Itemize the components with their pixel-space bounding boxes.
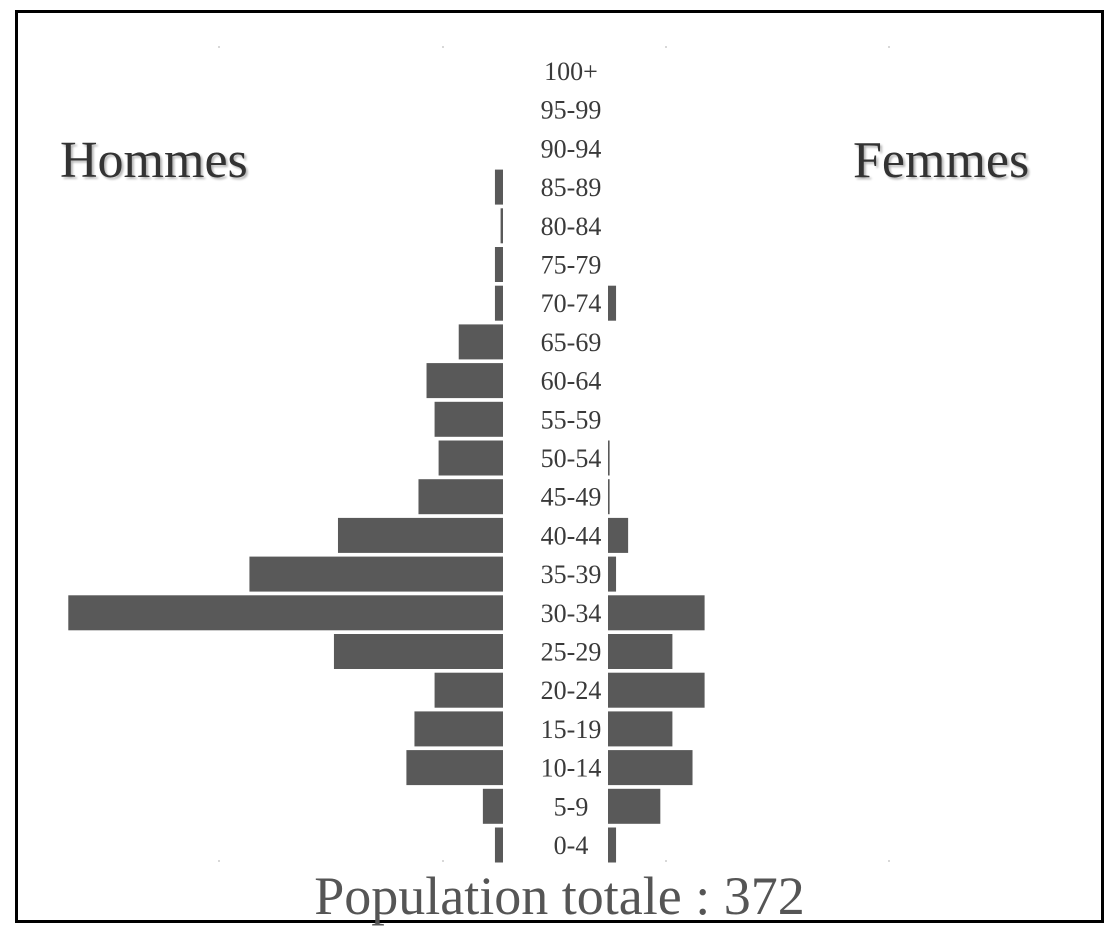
grid-tick-dot — [665, 860, 667, 862]
age-group-label: 0-4 — [554, 831, 589, 860]
bar-femmes-40-44 — [608, 517, 629, 553]
bar-femmes-25-29 — [608, 634, 673, 669]
grid-tick-dot — [218, 46, 220, 48]
bar-hommes-45-49 — [418, 479, 503, 515]
bar-femmes-50-54 — [608, 440, 610, 476]
bar-femmes-5-9 — [608, 788, 661, 824]
bar-hommes-75-79 — [494, 247, 503, 282]
bar-hommes-0-4 — [494, 827, 503, 863]
age-group-label: 95-99 — [541, 96, 602, 125]
bar-hommes-50-54 — [438, 440, 503, 476]
age-group-label: 15-19 — [541, 715, 602, 744]
age-group-label: 25-29 — [541, 638, 602, 667]
age-group-label: 60-64 — [541, 367, 602, 396]
bar-femmes-45-49 — [608, 479, 610, 515]
bar-femmes-15-19 — [608, 711, 673, 747]
bar-femmes-10-14 — [608, 750, 693, 786]
age-group-label: 80-84 — [541, 212, 602, 241]
chart-title: Population totale : 372 — [314, 866, 805, 926]
bar-hommes-25-29 — [333, 634, 503, 669]
bar-hommes-15-19 — [414, 711, 503, 747]
bar-hommes-70-74 — [494, 285, 503, 321]
age-group-label: 45-49 — [541, 483, 602, 512]
chart-frame: Hommes Femmes 100+ 95-99 90-94 85-89 80-84 75… — [15, 10, 1104, 926]
bar-femmes-0-4 — [608, 827, 617, 863]
grid-tick-dot — [442, 860, 444, 862]
grid-tick-dot — [888, 860, 890, 862]
age-group-label: 85-89 — [541, 173, 602, 202]
grid-tick-dot — [665, 46, 667, 48]
age-group-label: 35-39 — [541, 560, 602, 589]
bar-hommes-60-64 — [426, 363, 503, 399]
age-group-label: 5-9 — [554, 792, 589, 821]
age-group-label: 75-79 — [541, 251, 602, 280]
age-group-label: 50-54 — [541, 444, 602, 473]
bar-hommes-20-24 — [434, 672, 503, 708]
legend-men-label: Hommes — [60, 132, 248, 189]
bar-hommes-30-34 — [68, 595, 504, 631]
bar-hommes-85-89 — [494, 169, 503, 205]
age-group-label: 40-44 — [541, 521, 602, 550]
population-pyramid: 100+ 95-99 90-94 85-89 80-84 75-79 70-74 65-69 6… — [68, 46, 890, 863]
age-group-label: 20-24 — [541, 676, 602, 705]
bar-femmes-20-24 — [608, 672, 705, 708]
age-group-label: 100+ — [544, 57, 598, 86]
bar-hommes-40-44 — [337, 517, 503, 553]
bar-hommes-80-84 — [500, 208, 503, 244]
age-group-label: 55-59 — [541, 405, 602, 434]
age-group-label: 65-69 — [541, 328, 602, 357]
age-group-label: 10-14 — [541, 754, 602, 783]
bar-hommes-35-39 — [249, 556, 503, 592]
bar-femmes-70-74 — [608, 285, 617, 321]
bar-hommes-10-14 — [406, 750, 503, 786]
age-group-label: 70-74 — [541, 289, 602, 318]
bar-femmes-30-34 — [608, 595, 705, 631]
bar-femmes-35-39 — [608, 556, 617, 592]
age-group-label: 90-94 — [541, 134, 602, 163]
grid-tick-dot — [218, 860, 220, 862]
legend-women-label: Femmes — [853, 132, 1030, 189]
grid-tick-dot — [442, 46, 444, 48]
bar-hommes-5-9 — [482, 788, 503, 824]
age-group-label: 30-34 — [541, 599, 602, 628]
bar-hommes-65-69 — [458, 324, 503, 360]
bar-hommes-55-59 — [434, 401, 503, 437]
grid-tick-dot — [888, 46, 890, 48]
